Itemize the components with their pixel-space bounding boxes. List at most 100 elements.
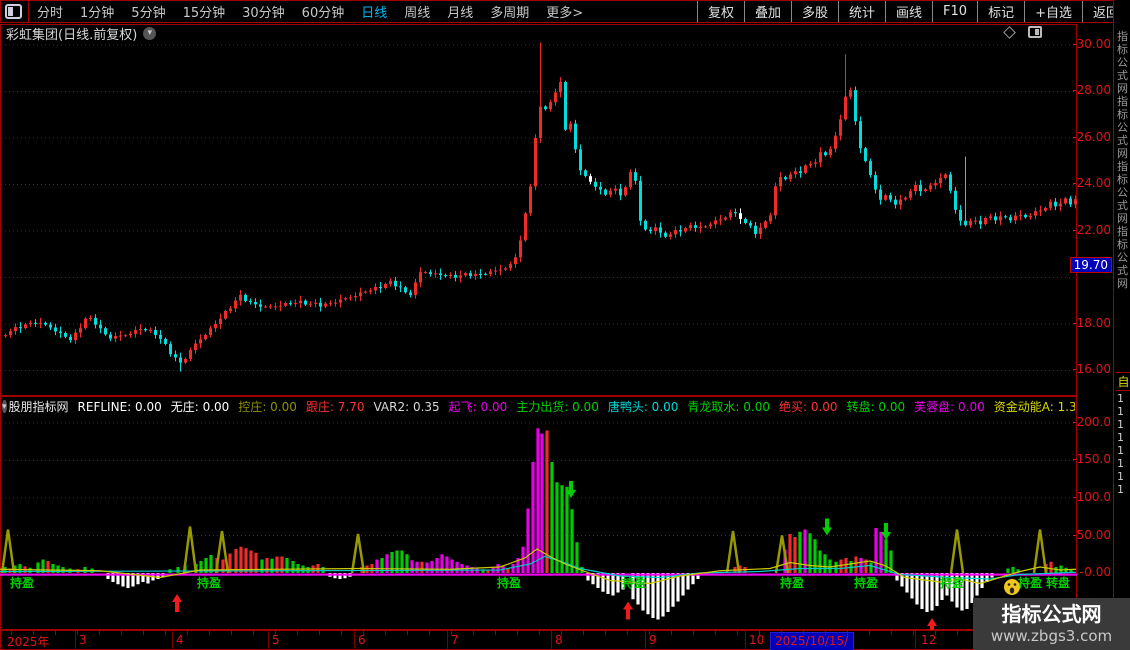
week-tick — [407, 631, 408, 635]
month-label: 9 — [649, 633, 657, 647]
menu-item-多周期[interactable]: 多周期 — [490, 6, 530, 21]
week-tick — [363, 631, 364, 635]
month-separator — [354, 631, 355, 650]
indicator-field-REFLINE: REFLINE: 0.00 — [77, 399, 162, 414]
last-price-badge: 19.70 — [1069, 257, 1112, 273]
toolbar-button-复权[interactable]: 复权 — [696, 1, 744, 22]
price-axis-label: 24.00 — [1072, 176, 1111, 190]
week-tick — [495, 631, 496, 635]
title-row-icons — [1003, 25, 1042, 39]
main-candlestick-pane[interactable] — [0, 24, 1077, 396]
watermark-site-name: 指标公式网 — [1001, 602, 1102, 626]
menu-item-日线[interactable]: 日线 — [361, 6, 388, 21]
week-tick — [77, 631, 78, 635]
top-menu-bar: 分时 1分钟 5分钟 15分钟 30分钟 60分钟 日线 周线 月线 多周期 更多> 复权 叠加 多股统… — [0, 0, 1130, 23]
week-tick — [33, 631, 34, 635]
week-tick — [561, 631, 562, 635]
menu-item-5分钟[interactable]: 5分钟 — [131, 6, 166, 21]
week-tick — [605, 631, 606, 635]
right-strip-tab[interactable]: 自 — [1116, 372, 1130, 391]
toolbar-button-多股[interactable]: 多股 — [790, 1, 838, 22]
toolbar-button-画线[interactable]: 画线 — [885, 1, 932, 22]
month-label: 5 — [272, 633, 280, 647]
month-separator — [745, 631, 746, 650]
week-tick — [649, 631, 650, 635]
chevron-down-icon[interactable]: ▾ — [2, 400, 7, 413]
week-tick — [935, 631, 936, 635]
right-edge-clipped-text: 指标公式网指标公式网指标公式网指标公式网 — [1117, 30, 1128, 290]
indicator-axis-label: 50.00 — [1072, 528, 1111, 542]
month-label: 10 — [749, 633, 765, 647]
indicator-field-青龙取水: 青龙取水: 0.00 — [687, 400, 770, 414]
period-menu: 分时 1分钟 5分钟 15分钟 30分钟 60分钟 日线 周线 月线 多周期 更多> — [37, 2, 600, 21]
week-tick — [297, 631, 298, 635]
toolbar-button-叠加[interactable]: 叠加 — [743, 1, 791, 22]
menu-item-15分钟[interactable]: 15分钟 — [182, 6, 226, 21]
indicator-field-绝买: 绝买: 0.00 — [778, 400, 838, 414]
indicator-field-芙蓉盘: 芙蓉盘: 0.00 — [914, 400, 985, 414]
week-tick — [451, 631, 452, 635]
window-split-icon[interactable] — [5, 4, 22, 19]
week-tick — [891, 631, 892, 635]
toolbar-button-返回[interactable]: 返回 — [1081, 1, 1129, 22]
week-tick — [913, 631, 914, 635]
week-tick — [55, 631, 56, 635]
indicator-pane[interactable] — [0, 396, 1077, 630]
toolbar-button-统计[interactable]: 统计 — [838, 1, 885, 22]
indicator-axis-label: 150.0 — [1072, 452, 1111, 466]
week-tick — [539, 631, 540, 635]
menu-item-分时[interactable]: 分时 — [37, 6, 64, 21]
week-tick — [847, 631, 848, 635]
indicator-field-跟庄: 跟庄: 7.70 — [305, 400, 365, 414]
indicator-field-起飞: 起飞: 0.00 — [448, 400, 508, 414]
price-axis-label: 18.00 — [1072, 316, 1111, 330]
menu-item-周线[interactable]: 周线 — [404, 6, 431, 21]
menu-item-1分钟[interactable]: 1分钟 — [80, 6, 115, 21]
indicator-axis-label: 0.00 — [1080, 565, 1111, 579]
indicator-axis-label: 100.0 — [1072, 490, 1111, 504]
week-tick — [275, 631, 276, 635]
indicator-field-资金动能A: 资金动能A: 1.30 — [993, 400, 1075, 414]
month-label: 12 — [921, 633, 937, 647]
week-tick — [341, 631, 342, 635]
menu-item-月线[interactable]: 月线 — [447, 6, 474, 21]
price-axis-label: 30.00 — [1072, 37, 1111, 51]
price-axis-label: 28.00 — [1072, 83, 1111, 97]
week-tick — [671, 631, 672, 635]
menu-item-60分钟[interactable]: 60分钟 — [301, 6, 345, 21]
week-tick — [209, 631, 210, 635]
indicator-field-转盘: 转盘: 0.00 — [846, 400, 906, 414]
indicator-field-控庄: 控庄: 0.00 — [238, 400, 297, 414]
week-tick — [583, 631, 584, 635]
month-separator — [915, 631, 916, 650]
title-row: 彩虹集团(日线.前复权) ▾ — [0, 24, 1077, 43]
week-tick — [385, 631, 386, 635]
stock-title: 彩虹集团(日线.前复权) — [6, 27, 138, 43]
month-separator — [645, 631, 646, 650]
week-tick — [825, 631, 826, 635]
week-tick — [143, 631, 144, 635]
indicator-source-label: 股朋指标网 — [8, 400, 69, 414]
week-tick — [473, 631, 474, 635]
price-axis-label: 16.00 — [1072, 362, 1111, 376]
toolbar-button-F10[interactable]: F10 — [932, 1, 977, 22]
right-edge-strip[interactable]: 指标公式网指标公式网指标公式网指标公式网 自 1 1 1 1 1 1 1 1 — [1113, 0, 1130, 650]
toolbar-button-标记[interactable]: 标记 — [977, 1, 1024, 22]
panel-toggle-icon[interactable] — [1028, 26, 1042, 38]
week-tick — [165, 631, 166, 635]
month-label: 4 — [176, 633, 184, 647]
watermark-url: www.zbgs3.com — [990, 627, 1113, 645]
price-axis: 19.70 30.00 28.00 26.00 24.00 22.00 18.00 16.0… — [1069, 24, 1113, 396]
menu-item-更多>[interactable]: 更多> — [546, 6, 584, 21]
menu-item-30分钟[interactable]: 30分钟 — [242, 6, 285, 21]
week-tick — [231, 631, 232, 635]
month-label: 7 — [451, 633, 459, 647]
right-edge-clipped-text: 1 1 1 1 1 1 1 1 — [1117, 392, 1124, 496]
chevron-down-icon[interactable]: ▾ — [143, 26, 157, 40]
week-tick — [737, 631, 738, 635]
toolbar-button-+自选[interactable]: +自选 — [1024, 1, 1082, 22]
toolbar-buttons: 复权 叠加 多股 统计 画线 F10 标记 +自选 返回 — [696, 1, 1129, 22]
week-tick — [517, 631, 518, 635]
week-tick — [957, 631, 958, 635]
indicator-header: ▾ 股朋指标网 REFLINE: 0.00 无庄: 0.00 控庄: 0.00 跟庄:… — [2, 398, 1075, 415]
